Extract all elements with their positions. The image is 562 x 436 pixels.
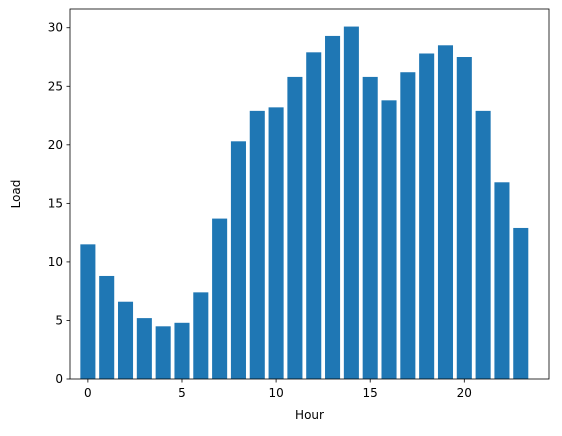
y-tick-label: 25 <box>48 79 63 93</box>
bar <box>80 244 96 379</box>
y-axis-label: Load <box>9 180 23 209</box>
bar <box>287 76 303 380</box>
bar <box>193 292 209 379</box>
bar <box>174 322 190 379</box>
y-tick-label: 30 <box>48 21 63 35</box>
bar <box>362 76 378 380</box>
bar <box>419 53 435 379</box>
y-tick-label: 0 <box>55 372 63 386</box>
x-tick-label: 10 <box>268 386 283 400</box>
bar <box>475 110 491 379</box>
bar <box>343 26 359 379</box>
y-tick-label: 15 <box>48 196 63 210</box>
bar <box>136 318 152 379</box>
x-tick-label: 20 <box>457 386 472 400</box>
bar <box>99 275 115 379</box>
x-tick-label: 0 <box>84 386 92 400</box>
bar <box>513 227 529 379</box>
x-tick-label: 15 <box>363 386 378 400</box>
bar <box>306 52 322 379</box>
bar <box>456 57 472 380</box>
bar <box>325 35 341 379</box>
bar <box>230 141 246 379</box>
y-tick-label: 20 <box>48 138 63 152</box>
bar <box>494 182 510 379</box>
plot-frame <box>69 8 550 380</box>
bar <box>400 72 416 380</box>
x-axis-label: Hour <box>295 408 324 422</box>
bar <box>381 100 397 380</box>
bar <box>437 45 454 379</box>
bar <box>249 110 265 379</box>
y-tick-label: 10 <box>48 255 63 269</box>
y-tick-label: 5 <box>55 313 63 327</box>
bar <box>155 326 171 379</box>
bar <box>268 107 284 379</box>
bar <box>212 218 228 379</box>
bar <box>117 301 134 379</box>
x-tick-label: 5 <box>178 386 186 400</box>
